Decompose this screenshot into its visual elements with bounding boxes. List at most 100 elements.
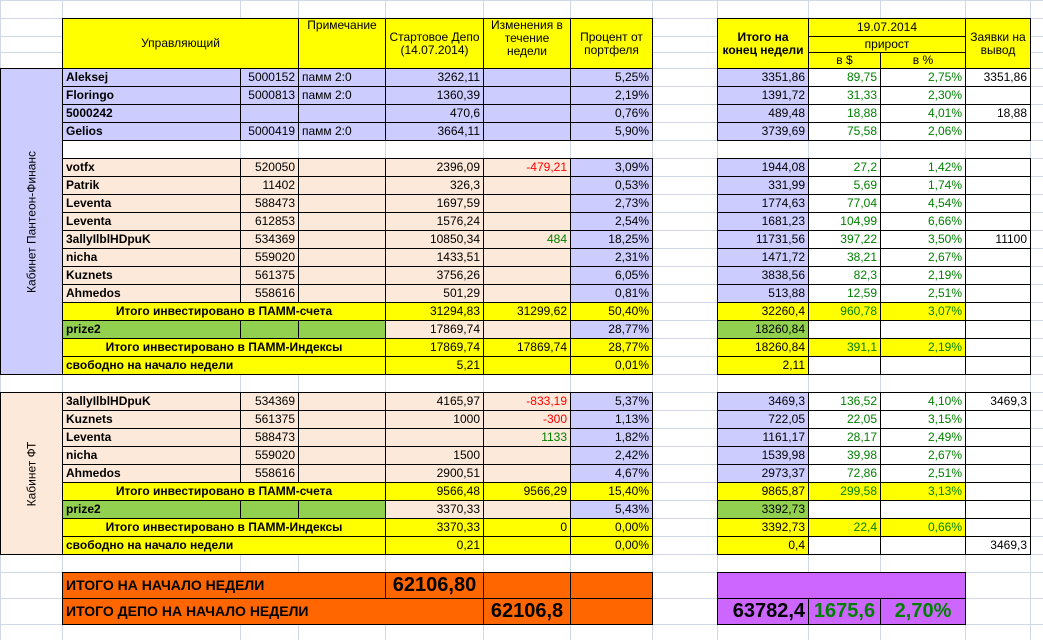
start-depo: 3664,11 (385, 122, 484, 141)
end-total: 1391,72 (717, 86, 809, 105)
growth-pct: 2,67% (880, 248, 966, 267)
change: -479,21 (483, 158, 571, 177)
note (298, 446, 386, 465)
growth-usd: 12,59 (808, 284, 881, 303)
start-depo: 1000 (385, 410, 484, 429)
growth-pct: 2,19% (880, 266, 966, 285)
share: 5,25% (570, 68, 653, 87)
withdraw: 3351,86 (965, 68, 1031, 87)
header-note: Примечание (298, 18, 386, 69)
header-change: Изменения в течение недели (483, 18, 571, 69)
growth-usd: 104,99 (808, 212, 881, 231)
start-depo: 2396,09 (385, 158, 484, 177)
withdraw (965, 482, 1031, 501)
growth-usd: 18,88 (808, 104, 881, 123)
growth-usd: 27,2 (808, 158, 881, 177)
share: 4,67% (570, 464, 653, 483)
end-total: 1681,23 (717, 212, 809, 231)
share: 6,05% (570, 266, 653, 285)
change: 9566,29 (483, 482, 571, 501)
withdraw (965, 338, 1031, 357)
name: Итого инвестировано в ПАММ-Индексы (62, 518, 386, 537)
growth-usd: 136,52 (808, 392, 881, 411)
end-total: 32260,4 (717, 302, 809, 321)
withdraw (965, 410, 1031, 429)
withdraw: 3469,3 (965, 536, 1031, 555)
withdraw (965, 248, 1031, 267)
change: -300 (483, 410, 571, 429)
note (298, 410, 386, 429)
growth-usd: 397,22 (808, 230, 881, 249)
name: Leventa (62, 194, 241, 213)
header-manager: Управляющий (62, 18, 299, 69)
withdraw: 18,88 (965, 104, 1031, 123)
total-value: 62106,80 (385, 572, 484, 599)
growth-pct: 4,01% (880, 104, 966, 123)
start-depo: 0,21 (385, 536, 484, 555)
growth-usd: 38,21 (808, 248, 881, 267)
growth-pct: 2,51% (880, 284, 966, 303)
start-depo: 4165,97 (385, 392, 484, 411)
name: 3allyIlblHDpuK (62, 392, 241, 411)
end-total: 18260,84 (717, 338, 809, 357)
growth-pct: 3,13% (880, 482, 966, 501)
note: памм 2:0 (298, 68, 386, 87)
id: 588473 (240, 194, 299, 213)
id (240, 104, 299, 123)
withdraw (965, 464, 1031, 483)
note (298, 320, 386, 339)
share: 2,31% (570, 248, 653, 267)
name: Patrik (62, 176, 241, 195)
end-total: 3469,3 (717, 392, 809, 411)
share: 0,00% (570, 536, 653, 555)
end-total: 1539,98 (717, 446, 809, 465)
withdraw (965, 518, 1031, 537)
note: памм 2:0 (298, 86, 386, 105)
growth-pct: 4,54% (880, 194, 966, 213)
withdraw (965, 284, 1031, 303)
growth-pct: 2,67% (880, 446, 966, 465)
id: 534369 (240, 392, 299, 411)
share: 18,25% (570, 230, 653, 249)
growth-usd: 5,69 (808, 176, 881, 195)
share: 0,76% (570, 104, 653, 123)
share: 0,81% (570, 284, 653, 303)
name: nicha (62, 446, 241, 465)
withdraw (965, 266, 1031, 285)
start-depo: 9566,48 (385, 482, 484, 501)
end-total: 3838,56 (717, 266, 809, 285)
share: 15,40% (570, 482, 653, 501)
growth-pct: 2,70% (880, 598, 966, 625)
growth-usd: 82,3 (808, 266, 881, 285)
change (483, 212, 571, 231)
note (298, 158, 386, 177)
withdraw (965, 302, 1031, 321)
withdraw (965, 356, 1031, 375)
share: 2,54% (570, 212, 653, 231)
change (483, 248, 571, 267)
change (483, 320, 571, 339)
name: Итого инвестировано в ПАММ-счета (62, 482, 386, 501)
share: 28,77% (570, 320, 653, 339)
growth-pct: 2,51% (880, 464, 966, 483)
growth-pct: 1,74% (880, 176, 966, 195)
id: 559020 (240, 248, 299, 267)
end-total: 3351,86 (717, 68, 809, 87)
change (483, 464, 571, 483)
change: 484 (483, 230, 571, 249)
growth-pct: 3,15% (880, 410, 966, 429)
withdraw (965, 158, 1031, 177)
start-depo: 17869,74 (385, 320, 484, 339)
id: 561375 (240, 410, 299, 429)
share: 50,40% (570, 302, 653, 321)
withdraw (965, 428, 1031, 447)
share: 0,53% (570, 176, 653, 195)
growth-pct: 6,66% (880, 212, 966, 231)
change: 1133 (483, 428, 571, 447)
growth-usd: 72,86 (808, 464, 881, 483)
growth-usd: 391,1 (808, 338, 881, 357)
note (298, 266, 386, 285)
growth-pct (880, 536, 966, 555)
id (240, 500, 299, 519)
change (483, 68, 571, 87)
